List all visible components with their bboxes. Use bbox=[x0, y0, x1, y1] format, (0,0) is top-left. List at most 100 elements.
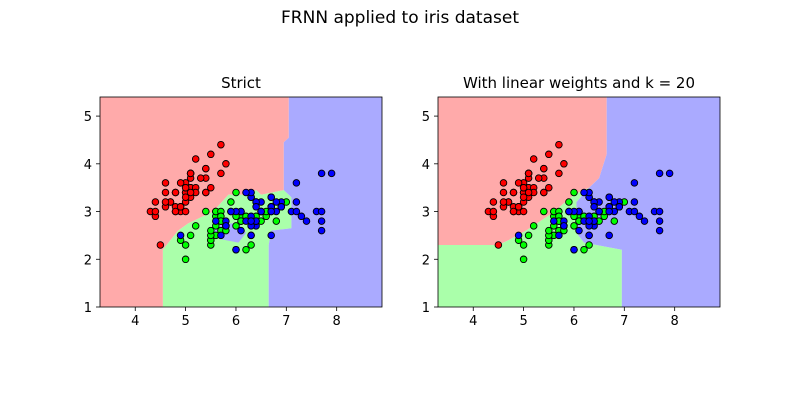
point-versicolor bbox=[181, 241, 190, 249]
point-virginica bbox=[292, 198, 301, 206]
point-virginica bbox=[267, 207, 275, 216]
point-versicolor bbox=[242, 245, 250, 254]
point-versicolor bbox=[565, 198, 573, 206]
point-versicolor bbox=[570, 222, 578, 230]
x-tick-label: 8 bbox=[671, 314, 679, 329]
point-setosa bbox=[499, 198, 508, 206]
point-virginica bbox=[247, 231, 255, 240]
point-virginica bbox=[247, 217, 255, 225]
point-setosa bbox=[171, 207, 180, 216]
point-setosa bbox=[540, 188, 548, 197]
point-setosa bbox=[151, 198, 160, 206]
point-versicolor bbox=[191, 222, 200, 230]
axes-frame bbox=[99, 96, 383, 308]
point-setosa bbox=[509, 188, 518, 197]
point-versicolor bbox=[585, 241, 593, 249]
y-tick-label: 5 bbox=[84, 110, 92, 125]
point-setosa bbox=[161, 198, 170, 206]
point-setosa bbox=[529, 155, 538, 163]
decision-region-setosa bbox=[100, 97, 289, 307]
point-virginica bbox=[610, 198, 619, 206]
point-virginica bbox=[317, 169, 326, 178]
point-virginica bbox=[257, 207, 265, 216]
y-tick-label: 2 bbox=[84, 253, 92, 268]
point-versicolor bbox=[580, 245, 588, 254]
point-versicolor bbox=[181, 255, 190, 264]
point-setosa bbox=[555, 169, 563, 178]
point-setosa bbox=[534, 174, 543, 182]
point-versicolor bbox=[232, 188, 240, 197]
point-virginica bbox=[580, 188, 588, 197]
point-setosa bbox=[519, 207, 528, 216]
point-virginica bbox=[550, 217, 558, 225]
point-virginica bbox=[565, 207, 573, 216]
point-versicolor bbox=[570, 188, 578, 197]
point-virginica bbox=[176, 231, 185, 240]
point-virginica bbox=[317, 207, 326, 216]
decision-region-virginica bbox=[268, 97, 382, 307]
point-virginica bbox=[232, 245, 240, 254]
point-virginica bbox=[237, 226, 245, 235]
point-setosa bbox=[217, 169, 225, 178]
point-virginica bbox=[655, 169, 664, 178]
point-setosa bbox=[545, 150, 553, 159]
point-virginica bbox=[227, 207, 235, 216]
point-virginica bbox=[655, 207, 664, 216]
point-virginica bbox=[585, 217, 593, 225]
point-setosa bbox=[524, 169, 533, 178]
point-versicolor bbox=[232, 222, 240, 230]
y-tick-label: 1 bbox=[422, 301, 430, 316]
point-virginica bbox=[630, 207, 639, 216]
subplot-title: With linear weights and k = 20 bbox=[463, 74, 695, 92]
y-tick-label: 3 bbox=[84, 206, 92, 221]
point-virginica bbox=[317, 217, 326, 225]
point-setosa bbox=[171, 188, 180, 197]
point-setosa bbox=[181, 183, 190, 192]
point-setosa bbox=[555, 140, 563, 149]
point-setosa bbox=[560, 160, 568, 168]
point-virginica bbox=[630, 198, 639, 206]
x-tick-label: 7 bbox=[620, 314, 628, 329]
point-setosa bbox=[519, 183, 528, 192]
point-virginica bbox=[327, 169, 336, 178]
point-setosa bbox=[514, 179, 523, 187]
point-setosa bbox=[540, 164, 548, 173]
y-tick-label: 1 bbox=[84, 301, 92, 316]
subplot-title: Strict bbox=[221, 74, 261, 92]
figure-suptitle: FRNN applied to iris dataset bbox=[281, 8, 519, 28]
point-virginica bbox=[302, 217, 311, 225]
point-virginica bbox=[555, 231, 563, 240]
point-setosa bbox=[156, 241, 165, 249]
point-setosa bbox=[161, 179, 170, 187]
point-setosa bbox=[196, 174, 205, 182]
point-virginica bbox=[615, 203, 624, 211]
decision-region-virginica bbox=[576, 97, 720, 307]
point-virginica bbox=[605, 207, 613, 216]
point-virginica bbox=[252, 203, 260, 211]
point-virginica bbox=[267, 193, 275, 201]
point-setosa bbox=[176, 203, 185, 211]
point-virginica bbox=[277, 203, 286, 211]
y-tick-label: 4 bbox=[84, 158, 92, 173]
point-setosa bbox=[545, 183, 553, 192]
point-setosa bbox=[161, 188, 170, 197]
y-tick-label: 2 bbox=[422, 253, 430, 268]
point-virginica bbox=[292, 179, 301, 187]
point-virginica bbox=[575, 226, 583, 235]
point-versicolor bbox=[519, 241, 528, 249]
x-tick-label: 6 bbox=[232, 314, 240, 329]
x-tick-label: 4 bbox=[131, 314, 139, 329]
point-virginica bbox=[222, 222, 230, 230]
point-setosa bbox=[519, 193, 528, 201]
point-versicolor bbox=[540, 207, 548, 216]
point-virginica bbox=[560, 222, 568, 230]
y-tick-label: 3 bbox=[422, 206, 430, 221]
point-virginica bbox=[630, 179, 639, 187]
point-versicolor bbox=[519, 255, 528, 264]
point-setosa bbox=[217, 140, 225, 149]
point-virginica bbox=[635, 212, 644, 221]
point-versicolor bbox=[545, 226, 553, 235]
point-setosa bbox=[489, 207, 498, 216]
point-setosa bbox=[222, 160, 230, 168]
